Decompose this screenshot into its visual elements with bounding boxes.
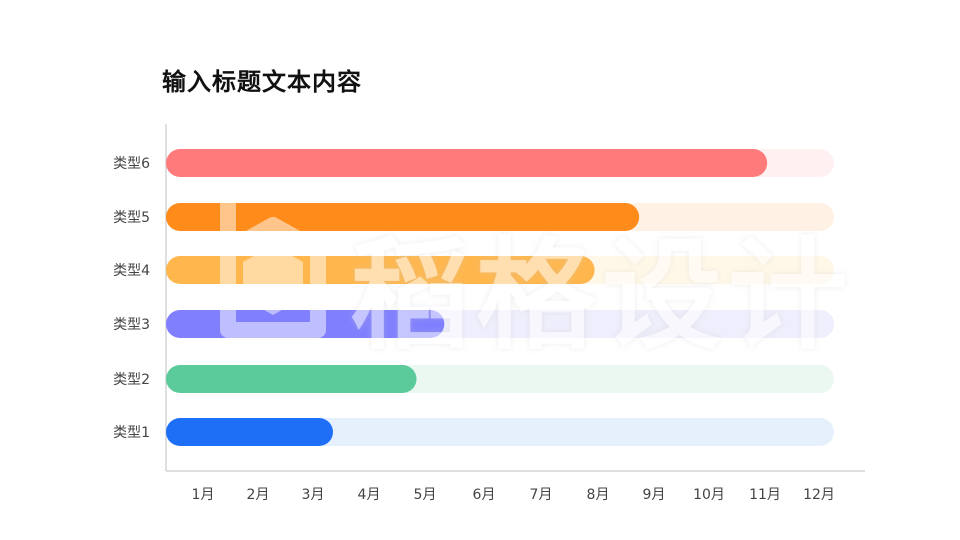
x-tick-label: 4月 (358, 487, 381, 503)
x-tick-label: 9月 (643, 487, 666, 503)
category-label: 类型4 (113, 263, 150, 279)
x-tick-label: 12月 (803, 487, 835, 503)
category-label: 类型5 (113, 210, 150, 226)
x-tick-label: 8月 (587, 487, 610, 503)
x-tick-label: 11月 (749, 487, 781, 503)
category-label: 类型6 (113, 156, 150, 172)
bar-5 (166, 203, 640, 231)
bar-1 (166, 418, 333, 446)
category-label: 类型2 (113, 372, 150, 388)
bar-track (166, 418, 834, 446)
x-tick-label: 10月 (693, 487, 725, 503)
category-label: 类型1 (113, 425, 150, 441)
x-tick-label: 7月 (530, 487, 553, 503)
chart-title: 输入标题文本内容 (162, 68, 362, 96)
x-tick-label: 6月 (473, 487, 496, 503)
category-label: 类型3 (113, 317, 150, 333)
bar-3 (166, 310, 445, 338)
x-tick-label: 1月 (192, 487, 215, 503)
bar-6 (166, 149, 768, 177)
x-tick-label: 5月 (414, 487, 437, 503)
x-tick-label: 3月 (302, 487, 325, 503)
bar-4 (166, 256, 595, 284)
x-tick-label: 2月 (247, 487, 270, 503)
bar-2 (166, 365, 417, 393)
